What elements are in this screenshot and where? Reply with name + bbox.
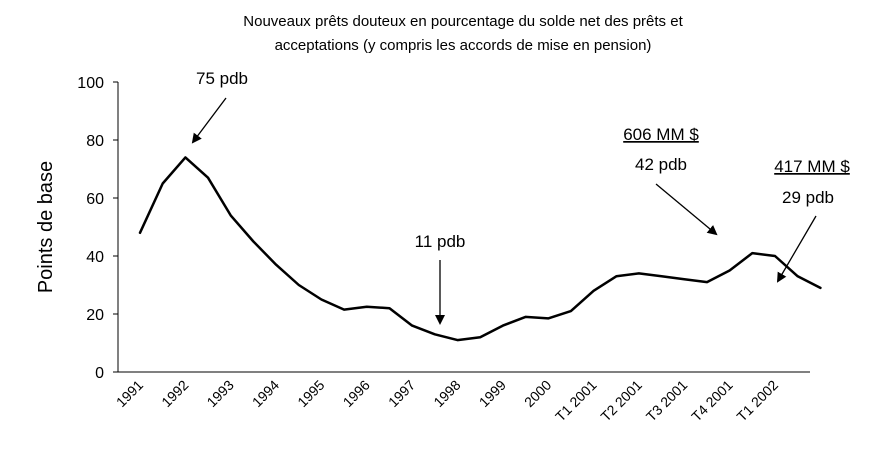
arrow bbox=[655, 183, 718, 236]
x-tick-label: 1992 bbox=[158, 377, 191, 410]
annotation: 75 pdb bbox=[196, 69, 248, 88]
y-tick-label: 100 bbox=[77, 75, 104, 92]
annotation: 417 MM $ bbox=[774, 157, 850, 176]
x-tick-label: 1997 bbox=[385, 377, 418, 410]
y-tick-label: 80 bbox=[86, 133, 104, 150]
x-tick-label: T3 2001 bbox=[643, 377, 691, 425]
y-tick-label: 40 bbox=[86, 249, 104, 266]
x-tick-label: 1991 bbox=[113, 377, 146, 410]
y-tick-label: 20 bbox=[86, 307, 104, 324]
annotation: 42 pdb bbox=[635, 155, 687, 174]
x-tick-label: 2000 bbox=[521, 377, 554, 410]
annotation: 11 pdb bbox=[415, 232, 466, 251]
chart-title: Nouveaux prêts douteux en pourcentage du… bbox=[243, 13, 683, 30]
y-axis-label: Points de base bbox=[35, 161, 57, 293]
x-tick-label: T4 2001 bbox=[688, 377, 736, 425]
arrow bbox=[191, 97, 227, 144]
x-tick-label: T1 2002 bbox=[733, 377, 781, 425]
y-tick-label: 0 bbox=[95, 365, 104, 382]
chart-title: acceptations (y compris les accords de m… bbox=[275, 37, 652, 54]
x-tick-label: T2 2001 bbox=[597, 377, 645, 425]
annotation: 606 MM $ bbox=[623, 125, 699, 144]
x-tick-label: 1994 bbox=[249, 377, 282, 410]
x-tick-label: 1993 bbox=[203, 377, 236, 410]
x-tick-label: T1 2001 bbox=[552, 377, 600, 425]
x-tick-label: 1996 bbox=[340, 377, 373, 410]
y-tick-label: 60 bbox=[86, 191, 104, 208]
x-tick-label: 1999 bbox=[476, 377, 509, 410]
x-tick-label: 1995 bbox=[294, 377, 327, 410]
x-tick-label: 1998 bbox=[430, 377, 463, 410]
annotation: 29 pdb bbox=[782, 188, 834, 207]
arrow bbox=[776, 215, 817, 283]
line bbox=[138, 156, 822, 342]
